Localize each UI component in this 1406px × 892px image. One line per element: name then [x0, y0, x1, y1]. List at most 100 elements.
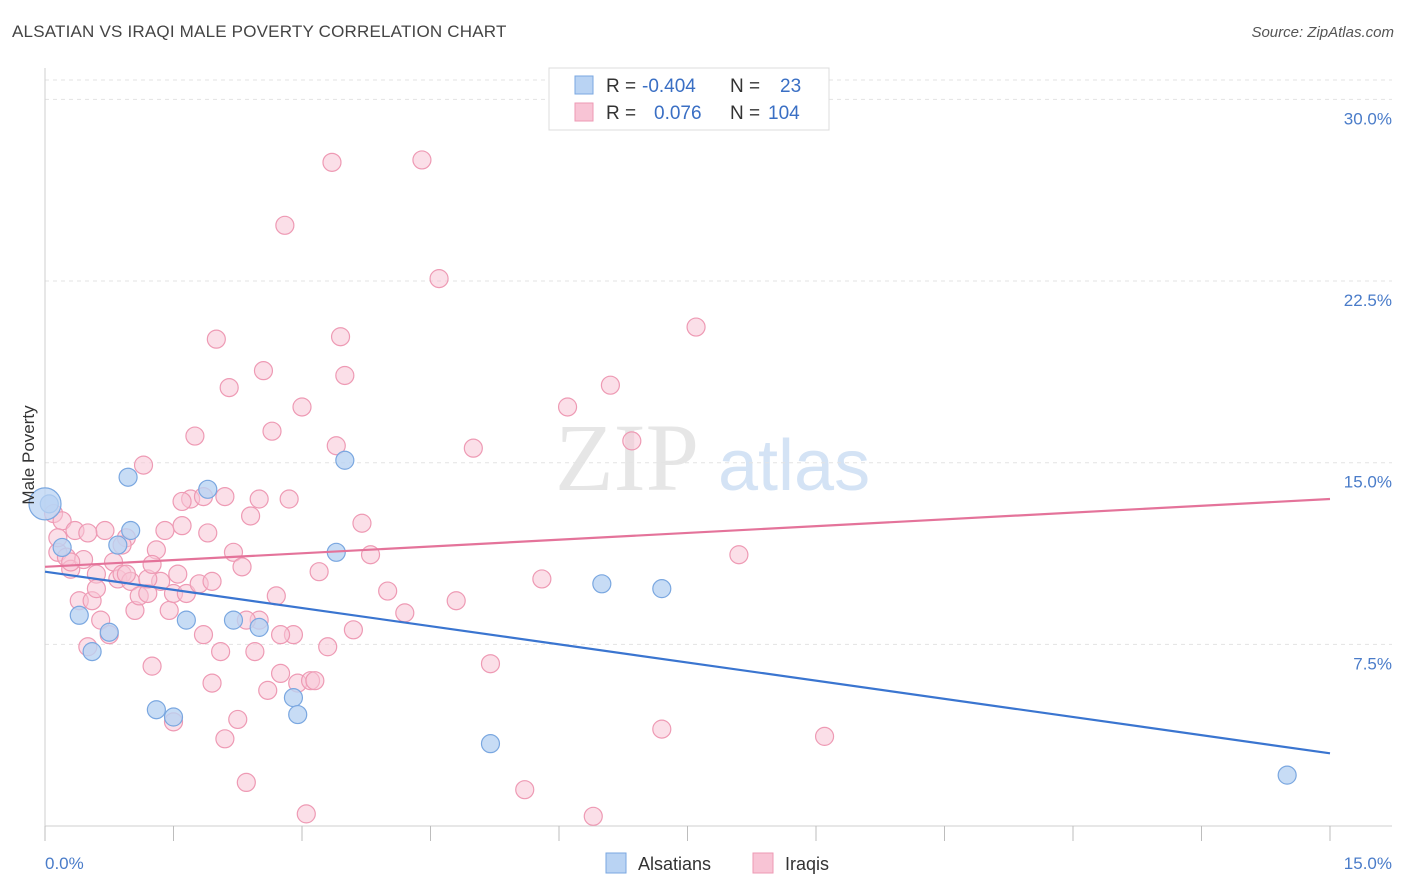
iraqi-point	[270, 663, 291, 684]
legend-n-label-1: N =	[730, 76, 760, 97]
iraqi-point	[168, 564, 188, 584]
iraqi-point	[258, 680, 278, 700]
iraqi-point	[583, 806, 603, 826]
alsatian-point	[163, 707, 184, 727]
legend-n-value-1: 23	[780, 76, 801, 97]
iraqi-point	[78, 523, 98, 543]
alsatian-point-large	[28, 487, 62, 521]
iraqi-point	[480, 654, 501, 674]
legend-r-label-1: R =	[606, 76, 636, 97]
iraqi-point	[241, 506, 261, 526]
alsatian-point	[335, 450, 355, 470]
iraqi-point	[429, 269, 449, 289]
iraqi-point	[330, 327, 351, 347]
iraqi-point	[463, 438, 483, 458]
legend-n-label-2: N =	[730, 103, 760, 124]
iraqi-point	[172, 516, 192, 536]
legend-r-label-2: R =	[606, 103, 636, 124]
iraqi-point	[193, 625, 214, 645]
axes	[44, 68, 1392, 841]
bottom-legend-swatch-alsatians	[605, 852, 627, 874]
y-tick-label: 30.0%	[1344, 109, 1392, 128]
series-legend: Alsatians Iraqis	[605, 852, 829, 874]
iraqi-point	[652, 719, 672, 739]
iraqi-point	[305, 671, 325, 691]
iraqi-point	[335, 365, 355, 386]
alsatian-point	[99, 622, 119, 642]
iraqi-point	[270, 625, 291, 645]
bottom-legend-alsatians: Alsatians	[638, 854, 711, 874]
iraqi-point	[228, 709, 248, 730]
iraqi-point	[172, 491, 192, 512]
iraqi-point	[412, 150, 432, 170]
iraqi-point	[198, 523, 218, 543]
chart-title: ALSATIAN VS IRAQI MALE POVERTY CORRELATI…	[12, 22, 507, 41]
iraqi-point	[729, 545, 749, 565]
alsatian-point	[1277, 765, 1297, 785]
alsatian-point	[283, 688, 304, 708]
iraqi-point	[318, 637, 338, 657]
iraqi-point	[142, 554, 162, 575]
alsatian-point	[249, 617, 269, 637]
correlation-legend: R = -0.404 N = 23 R = 0.076 N = 104	[548, 67, 830, 131]
iraqi-point	[253, 361, 274, 381]
iraqi-trend-line	[44, 497, 1331, 568]
iraqi-point	[275, 215, 295, 235]
alsatian-point	[52, 537, 72, 558]
watermark-zip: ZIP	[555, 404, 699, 511]
y-tick-label: 15.0%	[1344, 473, 1392, 492]
trend-lines	[44, 497, 1331, 755]
iraqi-point	[557, 397, 578, 417]
iraqi-point	[309, 562, 329, 582]
alsatian-point	[652, 579, 672, 599]
iraqi-point	[296, 804, 316, 824]
alsatian-point	[176, 610, 196, 630]
iraqi-point	[266, 586, 286, 606]
legend-box	[548, 67, 830, 131]
x-tick-label-max: 15.0%	[1344, 854, 1392, 873]
iraqi-point	[292, 397, 312, 417]
iraqi-point	[343, 620, 363, 640]
alsatian-point	[118, 467, 138, 487]
legend-n-value-2: 104	[768, 103, 800, 124]
iraqi-point	[378, 581, 398, 601]
legend-swatch-iraqis	[574, 102, 594, 122]
iraqi-point	[206, 329, 226, 349]
alsatian-point	[480, 734, 501, 754]
iraqi-point	[155, 520, 175, 541]
iraqi-point	[322, 152, 342, 172]
axis-labels: 7.5% 15.0% 22.5% 30.0% 0.0% 15.0% Male Poverty	[19, 109, 1392, 873]
iraqi-point	[352, 513, 372, 533]
iraqi-point	[116, 564, 136, 584]
iraqi-point	[279, 489, 299, 509]
iraqi-point	[236, 772, 256, 793]
iraqi-point	[86, 579, 107, 599]
iraqi-point	[185, 426, 205, 446]
legend-r-value-1: -0.404	[642, 76, 696, 97]
iraqi-point	[202, 571, 222, 591]
alsatian-point	[288, 704, 308, 725]
watermark-atlas: atlas	[718, 426, 870, 506]
iraqi-point	[686, 317, 706, 337]
legend-r-value-2: 0.076	[654, 103, 702, 124]
alsatian-point	[108, 535, 128, 555]
iraqi-point	[215, 486, 235, 507]
iraqi-point	[395, 603, 415, 623]
alsatian-point	[592, 574, 612, 594]
iraqi-point	[622, 431, 642, 451]
alsatian-point	[82, 642, 102, 662]
bottom-legend-swatch-iraqis	[752, 852, 774, 874]
iraqi-points	[43, 150, 835, 826]
iraqi-point	[262, 421, 282, 441]
iraqi-point	[532, 569, 552, 589]
iraqi-point	[515, 780, 535, 800]
y-axis-label: Male Poverty	[19, 405, 38, 505]
alsatian-point	[223, 610, 244, 630]
y-tick-label: 7.5%	[1353, 654, 1392, 673]
alsatian-point	[146, 700, 166, 720]
iraqi-point	[232, 557, 252, 577]
iraqi-point	[245, 642, 265, 662]
iraqi-point	[326, 436, 346, 456]
iraqi-point	[95, 520, 115, 541]
